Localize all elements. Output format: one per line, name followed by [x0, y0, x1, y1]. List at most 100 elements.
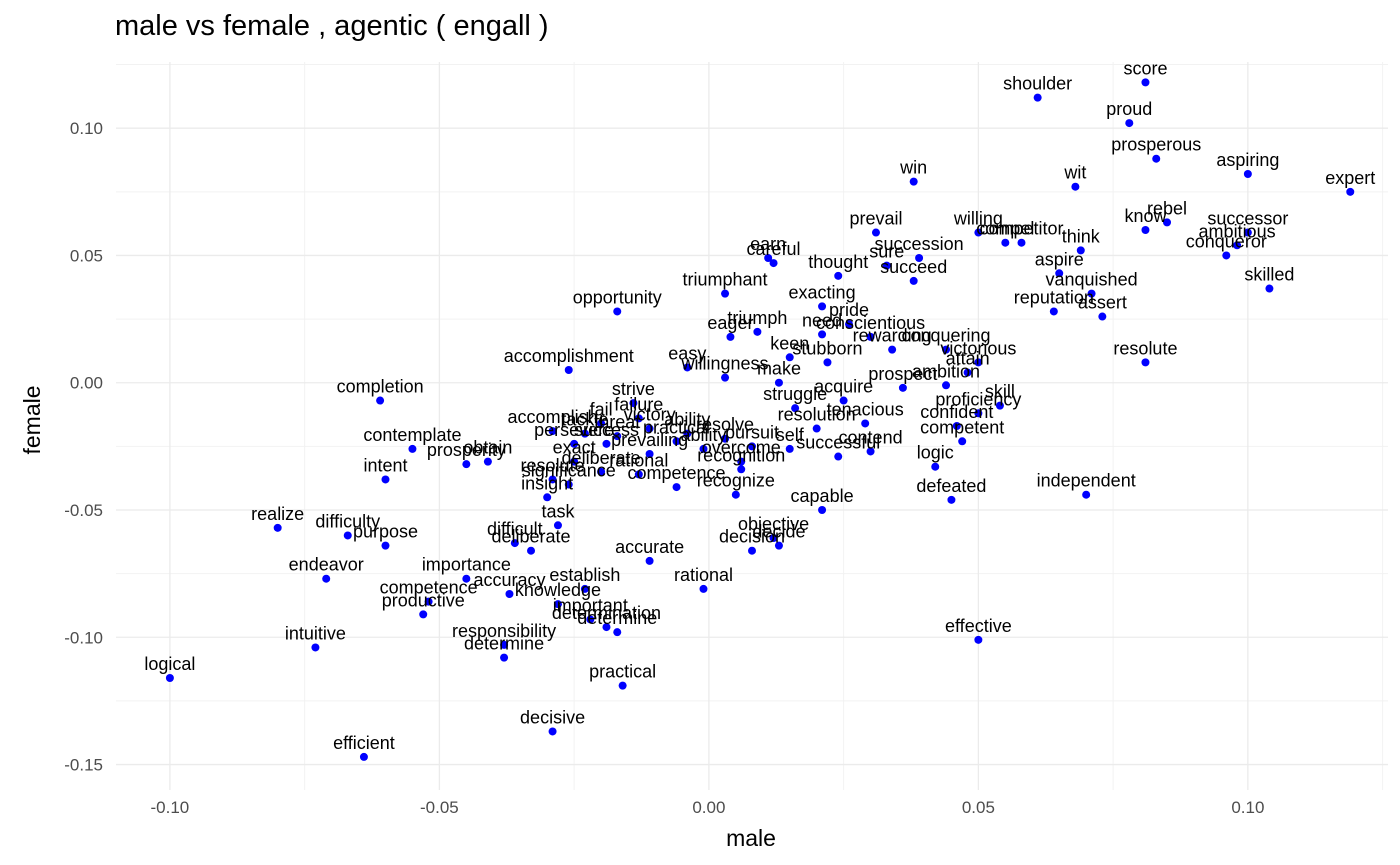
point-label: competence	[628, 463, 726, 483]
data-point	[882, 261, 891, 270]
point-label: practical	[643, 417, 710, 437]
point-label: determination	[552, 603, 661, 623]
point-label: insight	[521, 473, 573, 493]
point-label: succession	[875, 234, 964, 254]
point-label: expert	[1325, 168, 1375, 188]
y-tick-label: -0.15	[64, 756, 103, 775]
data-point	[564, 480, 573, 489]
data-point	[963, 368, 972, 377]
data-point	[602, 439, 611, 448]
point-label: accomplish	[508, 407, 598, 427]
point-label: exact	[553, 438, 596, 458]
data-point	[974, 228, 983, 237]
point-label: intuitive	[285, 623, 346, 643]
data-point	[500, 653, 509, 662]
data-point	[952, 422, 961, 430]
point-label: difficulty	[315, 511, 380, 531]
data-point	[597, 467, 606, 476]
data-point	[958, 437, 967, 446]
data-point	[866, 332, 875, 341]
data-points	[165, 78, 1355, 761]
data-point	[861, 419, 870, 428]
point-label: overcome	[702, 438, 781, 458]
data-point	[888, 345, 897, 354]
data-point	[645, 556, 654, 565]
point-label: purpose	[353, 522, 418, 542]
data-point	[1222, 251, 1231, 260]
data-point	[774, 541, 783, 550]
point-label: acquire	[814, 377, 873, 397]
point-label: aspire	[1035, 249, 1084, 269]
data-point	[570, 439, 579, 448]
point-labels: score shoulder proud prosperous aspiring win w…	[144, 58, 1375, 753]
data-point	[570, 457, 579, 466]
data-point	[462, 460, 471, 469]
point-label: intent	[363, 455, 407, 475]
point-label: conscientious	[816, 313, 925, 333]
point-label: knowledge	[515, 580, 601, 600]
point-label: rebel	[1147, 198, 1187, 218]
point-label: pride	[829, 300, 869, 320]
data-point	[311, 643, 320, 652]
data-point	[613, 432, 622, 441]
point-label: compel	[976, 219, 1034, 239]
data-point	[947, 495, 956, 504]
x-axis-title: male	[726, 825, 776, 851]
point-label: important	[553, 595, 628, 615]
point-label: difficult	[487, 519, 543, 539]
data-point	[462, 574, 471, 583]
point-label: self	[776, 425, 805, 445]
data-point	[1082, 490, 1091, 499]
point-label: confident	[920, 402, 993, 422]
point-label: triumph	[727, 308, 787, 328]
data-point	[424, 597, 433, 606]
point-label: independent	[1037, 471, 1136, 491]
point-label: deliberate	[562, 448, 641, 468]
point-label: contemplate	[363, 425, 461, 445]
point-label: threat	[594, 412, 640, 432]
data-point	[1141, 358, 1150, 367]
data-point	[942, 381, 951, 390]
data-point	[553, 521, 562, 530]
data-point	[1141, 226, 1150, 234]
data-point	[774, 378, 783, 387]
point-label: struggle	[763, 384, 827, 404]
data-point	[839, 396, 848, 405]
point-label: defeated	[916, 476, 986, 496]
point-label: need	[802, 310, 842, 330]
data-point	[634, 470, 643, 479]
point-label: prosperous	[1111, 135, 1201, 155]
data-point	[731, 490, 740, 499]
point-label: thought	[808, 252, 868, 272]
data-point	[974, 635, 983, 644]
data-point	[672, 483, 681, 492]
minor-gridlines	[116, 62, 1388, 790]
y-tick-label: 0.10	[70, 119, 103, 138]
point-label: decision	[719, 527, 785, 547]
point-label: deliberate	[491, 527, 570, 547]
data-point	[834, 271, 843, 280]
point-label: prospect	[868, 364, 937, 384]
point-label: practical	[589, 662, 656, 682]
point-label: triumphant	[683, 270, 768, 290]
point-label: know	[1124, 206, 1167, 226]
data-point	[408, 444, 417, 453]
point-label: failure	[614, 394, 663, 414]
data-point	[597, 419, 606, 428]
data-point	[769, 259, 778, 268]
data-point	[634, 414, 643, 423]
data-point	[785, 353, 794, 362]
data-point	[527, 546, 536, 555]
data-point	[629, 399, 638, 408]
point-label: significance	[522, 461, 616, 481]
data-point	[613, 628, 622, 637]
point-label: recognition	[697, 445, 785, 465]
point-label: wit	[1063, 163, 1086, 183]
point-label: willingness	[681, 354, 769, 374]
data-point	[915, 254, 924, 262]
x-tick-label: -0.10	[151, 798, 190, 817]
point-label: tenacious	[827, 399, 904, 419]
data-point	[1233, 241, 1242, 250]
point-label: decide	[752, 522, 805, 542]
